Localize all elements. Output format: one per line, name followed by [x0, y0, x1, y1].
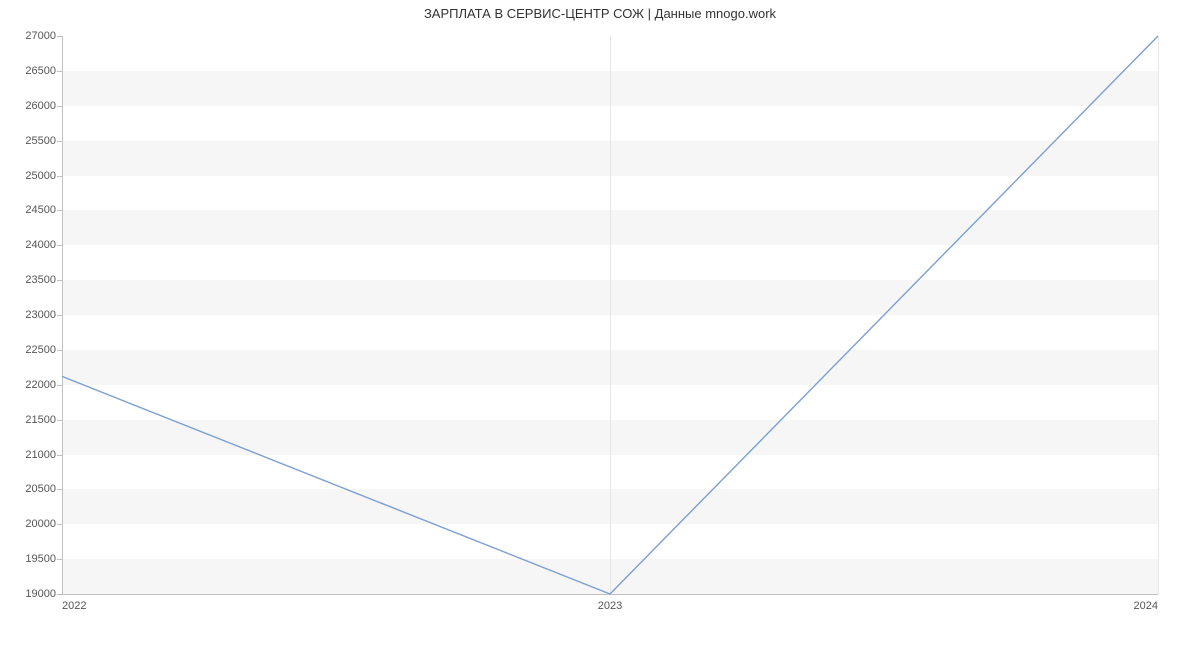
y-tick-label: 27000	[25, 30, 56, 42]
y-tick-label: 23000	[25, 309, 56, 321]
y-tick-label: 20000	[25, 518, 56, 530]
y-tick-label: 19500	[25, 553, 56, 565]
x-tick-label: 2024	[1134, 600, 1158, 612]
y-tick-label: 20500	[25, 483, 56, 495]
y-tick-label: 25500	[25, 135, 56, 147]
y-tick-label: 23500	[25, 274, 56, 286]
y-tick-label: 24000	[25, 239, 56, 251]
y-tick-label: 26000	[25, 100, 56, 112]
x-gridline	[1158, 36, 1159, 594]
series-line-salary	[62, 36, 1158, 594]
y-tick-label: 24500	[25, 204, 56, 216]
x-tick-label: 2023	[598, 600, 622, 612]
y-tick-label: 26500	[25, 65, 56, 77]
y-tick-label: 19000	[25, 588, 56, 600]
y-tick-label: 21500	[25, 414, 56, 426]
series-layer	[62, 36, 1158, 594]
salary-line-chart: ЗАРПЛАТА В СЕРВИС-ЦЕНТР СОЖ | Данные mno…	[0, 0, 1200, 650]
x-tick-label: 2022	[62, 600, 86, 612]
chart-title: ЗАРПЛАТА В СЕРВИС-ЦЕНТР СОЖ | Данные mno…	[0, 6, 1200, 21]
y-tick-label: 22500	[25, 344, 56, 356]
y-tick-label: 21000	[25, 449, 56, 461]
y-tick-label: 22000	[25, 379, 56, 391]
y-tick-label: 25000	[25, 170, 56, 182]
plot-area: 1900019500200002050021000215002200022500…	[62, 36, 1158, 594]
